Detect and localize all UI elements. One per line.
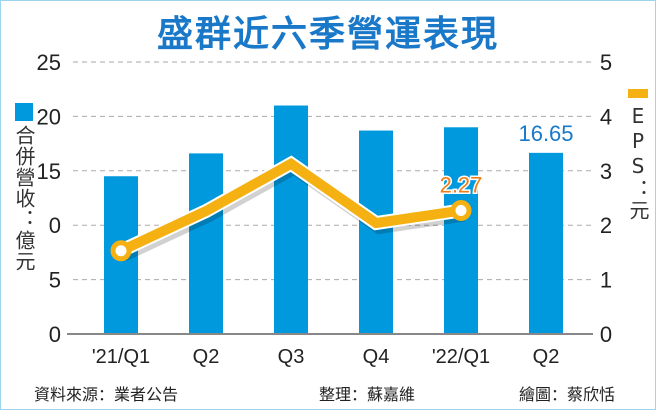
right-axis-label-text: EPS：元	[626, 104, 650, 221]
bar-legend-swatch	[15, 103, 33, 121]
chart-title: 盛群近六季營運表現	[156, 14, 499, 55]
left-axis-label: 合併營收：億元	[12, 103, 36, 272]
x-tick-label: '22/Q1	[432, 346, 490, 368]
footer-source: 資料來源：業者公告	[34, 385, 179, 404]
x-tick-label: '21/Q1	[92, 346, 150, 368]
left-tick-label: 15	[37, 159, 61, 184]
x-tick-label: Q2	[533, 346, 560, 368]
x-tick-label: Q2	[193, 346, 220, 368]
left-tick-label: 20	[37, 104, 61, 129]
left-axis-label-text: 合併營收：億元	[12, 125, 36, 272]
eps-point	[110, 240, 132, 262]
x-tick-label: Q4	[363, 346, 390, 368]
left-tick-label: 5	[49, 268, 61, 293]
left-tick-label: 0	[49, 322, 61, 347]
bar	[274, 105, 308, 335]
bar	[189, 153, 223, 334]
right-tick-label: 1	[600, 268, 612, 293]
eps-point	[450, 200, 472, 222]
eps-line	[118, 157, 462, 256]
footer-artist: 繪圖：蔡欣恬	[519, 385, 616, 404]
line-legend-swatch	[628, 89, 648, 98]
footer-editor: 整理：蘇嘉維	[319, 385, 416, 404]
right-tick-label: 5	[600, 50, 612, 75]
bar	[444, 127, 478, 334]
bar	[359, 130, 393, 334]
left-tick-label: 25	[37, 50, 61, 75]
right-tick-label: 4	[600, 104, 612, 129]
data-label: 2.27	[440, 173, 483, 198]
x-tick-label: Q3	[278, 346, 305, 368]
right-axis-label: EPS：元	[626, 89, 650, 221]
data-label: 16.65	[518, 121, 573, 146]
bar	[529, 152, 563, 334]
right-tick-label: 0	[600, 322, 612, 347]
left-tick-label: 0	[49, 213, 61, 238]
right-tick-label: 3	[600, 159, 612, 184]
right-tick-label: 2	[600, 213, 612, 238]
